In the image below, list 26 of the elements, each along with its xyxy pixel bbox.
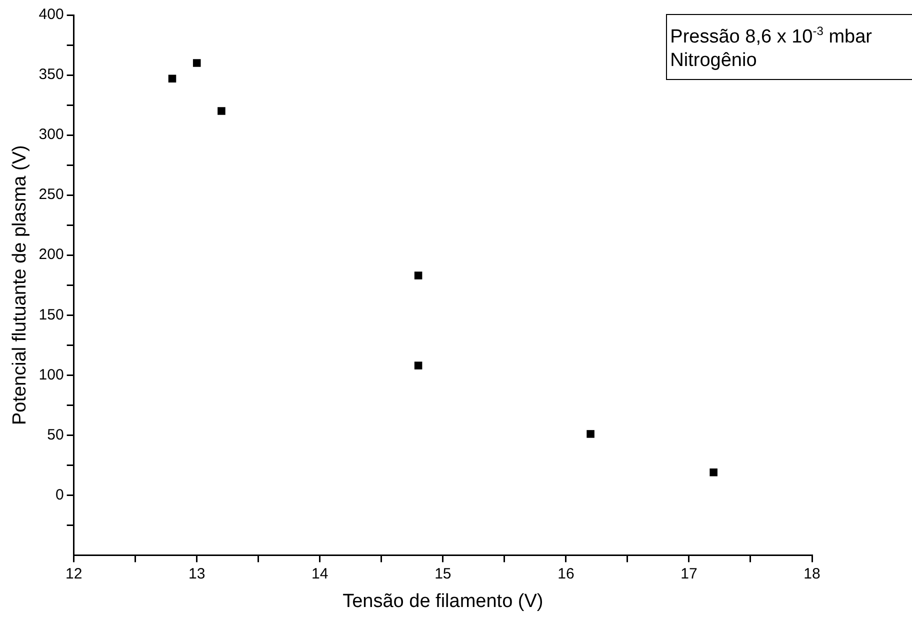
y-tick-label: 350 bbox=[38, 66, 64, 84]
point bbox=[218, 107, 226, 115]
y-tick-label: 100 bbox=[38, 366, 64, 384]
y-tick-label: 400 bbox=[38, 6, 64, 24]
y-tick-label: 250 bbox=[38, 186, 64, 204]
point bbox=[414, 362, 422, 370]
x-tick-label: 14 bbox=[312, 565, 328, 582]
x-tick-label: 13 bbox=[188, 565, 206, 582]
x-tick-label: 15 bbox=[434, 565, 452, 582]
x-axis-title: Tensão de filamento (V) bbox=[342, 590, 544, 612]
text: Pressão 8,6 x 10$^{-3}$ mbar Nitrogênio bbox=[670, 24, 872, 72]
point bbox=[710, 468, 718, 476]
point bbox=[168, 74, 176, 83]
y-tick-label: 0 bbox=[55, 486, 64, 504]
y-tick-label: 50 bbox=[47, 426, 64, 444]
point bbox=[414, 272, 422, 280]
y-tick-label: 150 bbox=[38, 306, 64, 324]
point bbox=[192, 59, 201, 67]
x-tick-label: 16 bbox=[558, 565, 574, 582]
y-axis-title: Potencial flutuante de plasma (V) bbox=[10, 145, 31, 426]
y-tick-label: 200 bbox=[38, 246, 64, 264]
point bbox=[586, 430, 594, 438]
x-tick-label: 12 bbox=[65, 565, 82, 582]
x-tick-label: 17 bbox=[680, 565, 698, 582]
y-tick-label: 300 bbox=[38, 126, 64, 144]
x-tick-label: 18 bbox=[804, 565, 820, 582]
